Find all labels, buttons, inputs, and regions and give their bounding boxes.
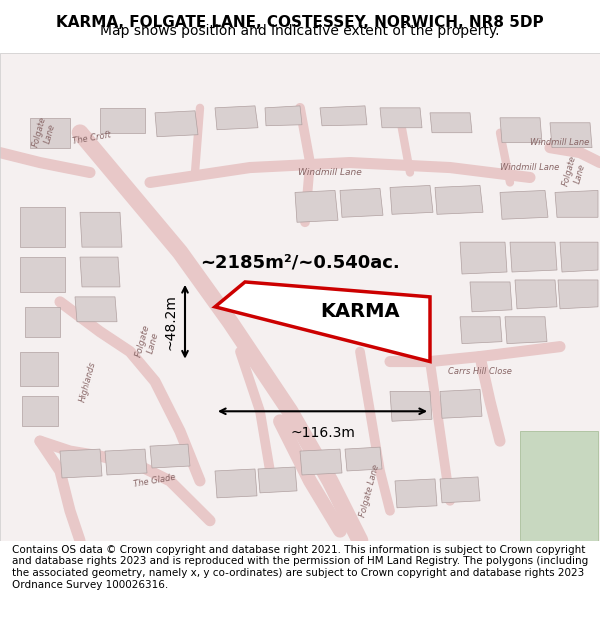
Text: Folgate
Lane: Folgate Lane — [562, 155, 589, 190]
Polygon shape — [105, 449, 147, 475]
Polygon shape — [20, 208, 65, 247]
Polygon shape — [470, 282, 512, 312]
Polygon shape — [380, 108, 422, 127]
Text: Folgate
Lane: Folgate Lane — [32, 115, 58, 151]
Polygon shape — [300, 449, 342, 475]
Text: Folgate
Lane: Folgate Lane — [134, 323, 161, 360]
Polygon shape — [440, 477, 480, 503]
Polygon shape — [215, 282, 430, 361]
Text: ~2185m²/~0.540ac.: ~2185m²/~0.540ac. — [200, 253, 400, 271]
Text: The Glade: The Glade — [133, 472, 177, 489]
Polygon shape — [150, 444, 190, 468]
Polygon shape — [500, 118, 542, 142]
Text: ~48.2m: ~48.2m — [163, 294, 177, 349]
Text: The Croft: The Croft — [72, 130, 112, 146]
Text: Folgate Lane: Folgate Lane — [359, 464, 382, 518]
Polygon shape — [80, 213, 122, 247]
Polygon shape — [320, 106, 367, 126]
Polygon shape — [20, 352, 58, 386]
Polygon shape — [340, 188, 383, 218]
Text: KARMA, FOLGATE LANE, COSTESSEY, NORWICH, NR8 5DP: KARMA, FOLGATE LANE, COSTESSEY, NORWICH,… — [56, 15, 544, 30]
Polygon shape — [460, 242, 507, 274]
Polygon shape — [100, 108, 145, 132]
Text: Highlands: Highlands — [78, 360, 98, 403]
Polygon shape — [395, 479, 437, 508]
Polygon shape — [258, 467, 297, 493]
Polygon shape — [215, 469, 257, 498]
Polygon shape — [390, 186, 433, 214]
Polygon shape — [75, 297, 117, 322]
Polygon shape — [555, 191, 598, 218]
Text: Carrs Hill Close: Carrs Hill Close — [448, 367, 512, 376]
Polygon shape — [80, 257, 120, 287]
Polygon shape — [505, 317, 547, 344]
Polygon shape — [20, 257, 65, 292]
Polygon shape — [510, 242, 557, 272]
Polygon shape — [30, 118, 70, 148]
Text: Windmill Lane: Windmill Lane — [500, 163, 560, 172]
Polygon shape — [215, 106, 258, 130]
Polygon shape — [520, 431, 598, 541]
Text: Windmill Lane: Windmill Lane — [530, 138, 590, 147]
Polygon shape — [460, 317, 502, 344]
Polygon shape — [60, 449, 102, 478]
Polygon shape — [25, 307, 60, 337]
Polygon shape — [550, 122, 592, 148]
Polygon shape — [345, 447, 382, 471]
Text: Map shows position and indicative extent of the property.: Map shows position and indicative extent… — [100, 24, 500, 38]
Polygon shape — [560, 242, 598, 272]
Polygon shape — [390, 391, 432, 421]
Polygon shape — [558, 280, 598, 309]
Polygon shape — [155, 111, 198, 137]
Polygon shape — [440, 389, 482, 418]
Polygon shape — [265, 106, 302, 126]
Polygon shape — [515, 280, 557, 309]
Text: Contains OS data © Crown copyright and database right 2021. This information is : Contains OS data © Crown copyright and d… — [12, 545, 588, 589]
Text: ~116.3m: ~116.3m — [290, 426, 355, 440]
Text: KARMA: KARMA — [320, 302, 400, 321]
Polygon shape — [500, 191, 548, 219]
Polygon shape — [295, 191, 338, 222]
Polygon shape — [430, 113, 472, 132]
Polygon shape — [435, 186, 483, 214]
Text: Windmill Lane: Windmill Lane — [298, 168, 362, 177]
Polygon shape — [22, 396, 58, 426]
